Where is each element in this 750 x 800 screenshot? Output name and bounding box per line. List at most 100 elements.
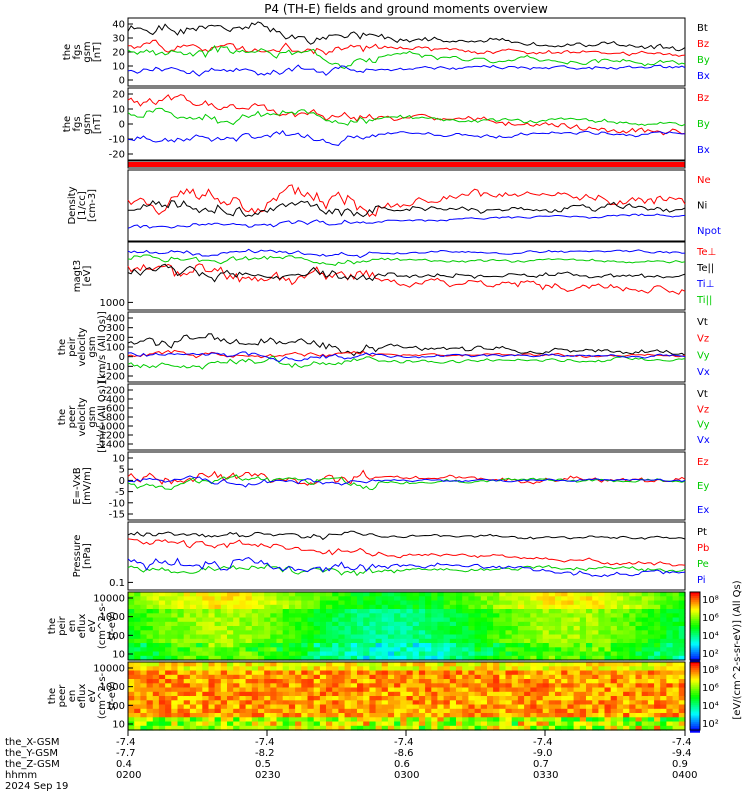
heatmap-cell — [616, 696, 624, 701]
heatmap-cell — [387, 634, 395, 640]
heatmap-cell — [177, 609, 185, 614]
heatmap-cell — [623, 655, 630, 661]
heatmap-cell — [381, 613, 389, 619]
heatmap-cell — [524, 691, 531, 697]
heatmap-cell — [511, 647, 519, 653]
heatmap-cell — [610, 643, 618, 648]
heatmap-cell — [134, 679, 141, 684]
heatmap-cell — [412, 655, 420, 661]
heatmap-cell — [418, 651, 426, 657]
heatmap-cell — [579, 609, 587, 614]
heatmap-cell — [660, 604, 667, 610]
heatmap-cell — [233, 700, 240, 706]
heatmap-cell — [264, 609, 271, 614]
heatmap-cell — [579, 626, 587, 631]
heatmap-cell — [264, 626, 271, 631]
y-tick-label: -1000 — [96, 422, 125, 433]
heatmap-cell — [152, 670, 160, 676]
heatmap-cell — [505, 700, 513, 706]
heatmap-cell — [548, 592, 556, 597]
heatmap-cell — [227, 670, 234, 676]
heatmap-cell — [270, 638, 278, 644]
heatmap-cell — [202, 691, 210, 697]
heatmap-cell — [202, 655, 210, 661]
heatmap-cell — [555, 617, 562, 623]
heatmap-cell — [443, 696, 451, 701]
heatmap-cell — [165, 683, 172, 689]
orbit-row-value: 0400 — [672, 770, 697, 781]
heatmap-cell — [678, 700, 686, 706]
heatmap-cell — [530, 604, 538, 610]
y-axis-label: gsm — [82, 41, 93, 62]
heatmap-cell — [598, 700, 606, 706]
heatmap-cell — [251, 651, 259, 657]
heatmap-cell — [264, 600, 271, 606]
heatmap-cell — [134, 600, 141, 606]
orbit-row-value: 0230 — [255, 770, 280, 781]
heatmap-cell — [171, 700, 179, 706]
heatmap-cell — [332, 683, 339, 689]
heatmap-cell — [270, 666, 278, 672]
heatmap-cell — [480, 621, 488, 627]
y-axis-label: [km/s (All Qs)] — [97, 311, 108, 383]
heatmap-cell — [635, 617, 643, 623]
heatmap-cell — [381, 655, 389, 661]
heatmap-cell — [678, 651, 686, 657]
heatmap-cell — [177, 717, 185, 723]
heatmap-cell — [202, 725, 210, 731]
heatmap-cell — [530, 647, 538, 653]
heatmap-cell — [579, 638, 587, 644]
heatmap-cell — [375, 596, 383, 602]
heatmap-cell — [270, 687, 278, 693]
heatmap-cell — [270, 634, 278, 640]
heatmap-cell — [220, 600, 228, 606]
heatmap-cell — [616, 683, 624, 689]
heatmap-cell — [177, 666, 185, 672]
heatmap-cell — [437, 626, 445, 631]
heatmap-cell — [369, 651, 377, 657]
heatmap-cell — [647, 662, 655, 667]
y-tick-label: 0.1 — [109, 578, 125, 589]
heatmap-cell — [660, 713, 667, 718]
heatmap-cell — [295, 725, 302, 731]
legend-Ni: Ni — [697, 201, 707, 212]
heatmap-cell — [561, 674, 568, 680]
heatmap-cell — [189, 700, 197, 706]
heatmap-cell — [499, 634, 507, 640]
heatmap-cell — [623, 613, 630, 619]
heatmap-cell — [313, 691, 321, 697]
heatmap-cell — [462, 596, 469, 602]
heatmap-cell — [245, 696, 253, 701]
legend-By: By — [697, 55, 710, 66]
heatmap-cell — [295, 713, 302, 718]
heatmap-cell — [251, 655, 259, 661]
y-axis-label: the — [57, 409, 68, 425]
heatmap-cell — [517, 621, 525, 627]
heatmap-cell — [561, 651, 568, 657]
heatmap-cell — [425, 596, 432, 602]
heatmap-cell — [134, 708, 141, 714]
heatmap-cell — [165, 651, 172, 657]
heatmap-cell — [158, 604, 166, 610]
heatmap-cell — [245, 683, 253, 689]
heatmap-cell — [647, 713, 655, 718]
heatmap-cell — [220, 613, 228, 619]
heatmap-cell — [152, 621, 160, 627]
heatmap-cell — [369, 725, 377, 731]
heatmap-cell — [468, 725, 476, 731]
heatmap-cell — [610, 687, 618, 693]
heatmap-cell — [573, 630, 581, 636]
heatmap-cell — [214, 700, 222, 706]
heatmap-cell — [542, 613, 550, 619]
heatmap-cell — [586, 717, 593, 723]
heatmap-cell — [548, 609, 556, 614]
heatmap-cell — [530, 713, 538, 718]
heatmap-cell — [641, 683, 649, 689]
heatmap-cell — [623, 708, 630, 714]
heatmap-cell — [412, 708, 420, 714]
heatmap-cell — [202, 609, 210, 614]
heatmap-cell — [326, 655, 333, 661]
heatmap-cell — [579, 708, 587, 714]
heatmap-cell — [462, 604, 469, 610]
